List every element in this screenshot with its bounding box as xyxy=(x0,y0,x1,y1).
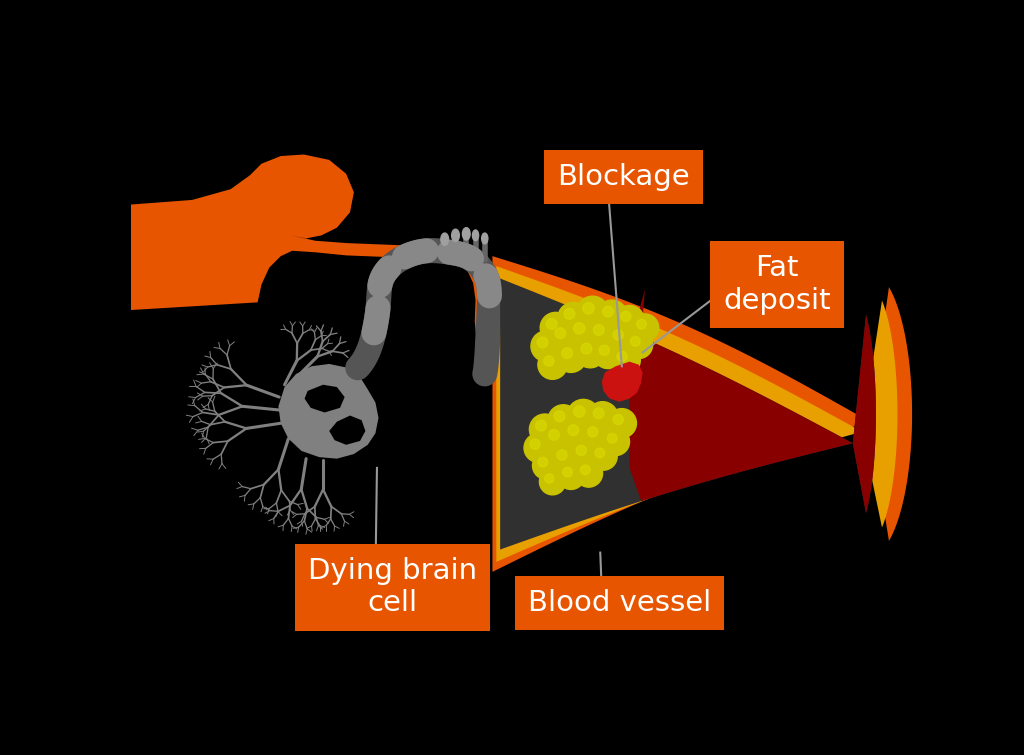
Polygon shape xyxy=(304,385,345,412)
Circle shape xyxy=(538,337,548,348)
Circle shape xyxy=(556,341,587,372)
Circle shape xyxy=(577,445,587,455)
Circle shape xyxy=(529,414,560,445)
Circle shape xyxy=(549,322,580,353)
Circle shape xyxy=(538,458,548,467)
Circle shape xyxy=(554,411,565,422)
Polygon shape xyxy=(630,289,876,513)
Circle shape xyxy=(532,451,560,479)
Circle shape xyxy=(538,350,567,379)
Circle shape xyxy=(583,303,594,314)
Circle shape xyxy=(593,325,604,335)
Text: Dying brain
cell: Dying brain cell xyxy=(308,557,477,618)
Circle shape xyxy=(625,331,652,359)
Circle shape xyxy=(590,442,617,470)
Circle shape xyxy=(573,406,585,418)
Circle shape xyxy=(562,467,572,477)
Circle shape xyxy=(557,462,585,489)
Circle shape xyxy=(587,319,617,350)
Circle shape xyxy=(581,465,590,475)
Circle shape xyxy=(557,450,567,460)
Ellipse shape xyxy=(472,230,478,241)
Polygon shape xyxy=(497,267,897,562)
Polygon shape xyxy=(131,155,497,368)
Circle shape xyxy=(616,351,627,362)
Polygon shape xyxy=(500,279,876,550)
Circle shape xyxy=(611,346,640,374)
Circle shape xyxy=(567,316,599,349)
Circle shape xyxy=(568,425,579,436)
Circle shape xyxy=(562,418,593,449)
Circle shape xyxy=(587,402,617,433)
Circle shape xyxy=(596,300,628,331)
Circle shape xyxy=(588,427,598,437)
Circle shape xyxy=(548,405,579,436)
Circle shape xyxy=(541,313,571,344)
Circle shape xyxy=(529,439,540,449)
Circle shape xyxy=(621,311,631,322)
Circle shape xyxy=(582,421,611,450)
Circle shape xyxy=(524,433,553,463)
Circle shape xyxy=(545,474,554,483)
Circle shape xyxy=(574,460,602,487)
Circle shape xyxy=(607,408,637,438)
Text: Blockage: Blockage xyxy=(557,163,690,191)
Circle shape xyxy=(637,319,646,329)
Circle shape xyxy=(551,444,581,473)
Circle shape xyxy=(549,430,559,440)
Circle shape xyxy=(602,428,630,455)
Ellipse shape xyxy=(452,230,460,242)
Circle shape xyxy=(577,296,608,328)
Circle shape xyxy=(595,448,605,458)
Polygon shape xyxy=(493,256,912,572)
Circle shape xyxy=(558,302,589,333)
Circle shape xyxy=(593,339,623,368)
Text: Blood vessel: Blood vessel xyxy=(528,589,711,617)
Polygon shape xyxy=(602,362,643,402)
Circle shape xyxy=(567,399,599,432)
Circle shape xyxy=(570,439,599,469)
Circle shape xyxy=(614,306,644,334)
Circle shape xyxy=(599,345,609,356)
Ellipse shape xyxy=(441,233,449,245)
Ellipse shape xyxy=(463,228,470,240)
Circle shape xyxy=(573,322,585,334)
Circle shape xyxy=(536,421,547,431)
Circle shape xyxy=(544,356,554,366)
Circle shape xyxy=(531,331,562,362)
Polygon shape xyxy=(330,415,366,445)
Circle shape xyxy=(555,328,565,338)
Circle shape xyxy=(540,469,565,495)
Polygon shape xyxy=(279,364,379,458)
Circle shape xyxy=(581,344,592,354)
Circle shape xyxy=(574,337,605,368)
Circle shape xyxy=(562,348,572,359)
Ellipse shape xyxy=(481,233,487,244)
Circle shape xyxy=(607,433,617,443)
Circle shape xyxy=(543,424,573,454)
Text: Fat
deposit: Fat deposit xyxy=(724,254,831,315)
Circle shape xyxy=(631,314,658,341)
Circle shape xyxy=(613,414,624,425)
Circle shape xyxy=(593,408,604,418)
Circle shape xyxy=(631,337,640,346)
Circle shape xyxy=(613,330,624,340)
Circle shape xyxy=(564,309,574,319)
Circle shape xyxy=(547,319,557,329)
Circle shape xyxy=(607,324,637,353)
Circle shape xyxy=(602,307,613,317)
